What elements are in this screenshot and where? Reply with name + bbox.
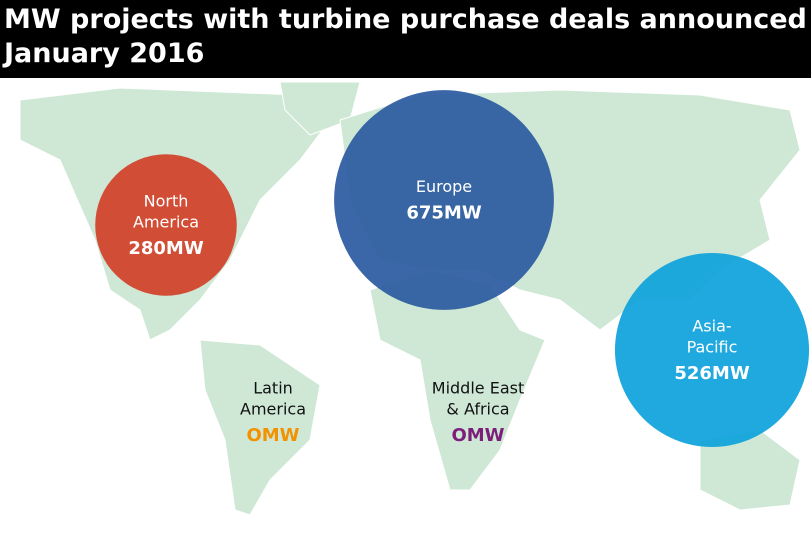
title-bar bbox=[0, 0, 811, 78]
bubble bbox=[334, 90, 554, 310]
bubble bbox=[95, 154, 237, 296]
region-name: America bbox=[240, 400, 306, 419]
bubble bbox=[614, 252, 810, 448]
region-name: & Africa bbox=[446, 400, 509, 419]
region-value: 526MW bbox=[674, 363, 749, 384]
region-name: Europe bbox=[416, 177, 472, 196]
region-name: Asia- bbox=[692, 317, 731, 336]
region-value: OMW bbox=[246, 425, 299, 446]
title-line: January 2016 bbox=[2, 38, 204, 69]
title-line: MW projects with turbine purchase deals … bbox=[4, 4, 807, 35]
region-name: Latin bbox=[253, 379, 293, 398]
region-name: America bbox=[133, 213, 199, 232]
south-america bbox=[199, 339, 321, 516]
region-name: Pacific bbox=[687, 338, 738, 357]
region-name: Middle East bbox=[432, 379, 524, 398]
region-value: 280MW bbox=[128, 238, 203, 259]
region-value: OMW bbox=[451, 425, 504, 446]
region-name: North bbox=[144, 192, 189, 211]
region-value: 675MW bbox=[406, 203, 481, 224]
